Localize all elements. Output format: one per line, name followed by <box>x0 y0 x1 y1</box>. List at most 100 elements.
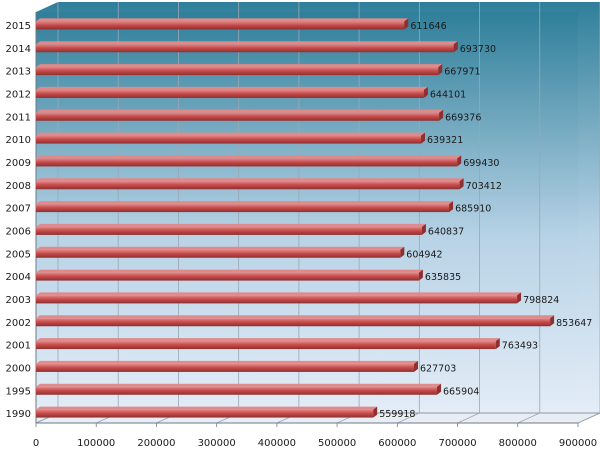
bar-top <box>36 406 378 410</box>
bar-top <box>36 201 454 205</box>
data-label: 798824 <box>523 295 559 306</box>
bar-top <box>36 223 426 227</box>
bar-front <box>36 272 419 281</box>
bar-end <box>418 269 423 281</box>
bar-end <box>404 18 409 30</box>
x-tick-label: 200000 <box>137 438 175 449</box>
bar-top <box>36 246 405 250</box>
plot-area <box>36 12 578 423</box>
data-labels: 611646 693730 667971 644101 669376 639321 6994… <box>379 21 592 420</box>
bar-front <box>36 44 454 53</box>
bar-top <box>36 360 419 364</box>
bar <box>36 178 464 190</box>
category-labels: 2015 2014 2013 2012 2011 2010 2009 2008 2007 2006… <box>6 21 31 420</box>
bar-top <box>36 155 462 159</box>
bar-end <box>421 132 426 144</box>
bar <box>36 155 462 167</box>
data-label: 703412 <box>466 181 502 192</box>
data-label: 693730 <box>460 44 496 55</box>
category-label: 2008 <box>6 181 31 192</box>
bar-end <box>459 178 464 190</box>
category-label: 2001 <box>6 341 31 352</box>
bar <box>36 201 454 213</box>
x-tick-label: 400000 <box>258 438 296 449</box>
bar-top <box>36 178 464 182</box>
bar-front <box>36 204 450 213</box>
gridline-floor <box>457 412 480 424</box>
bar <box>36 246 405 258</box>
x-tick-label: 500000 <box>318 438 356 449</box>
bar-top <box>36 86 428 90</box>
bar-top <box>36 292 522 296</box>
bar-end <box>517 292 522 304</box>
bar-end <box>449 201 454 213</box>
bar-front <box>36 249 401 258</box>
bar-end <box>423 86 428 98</box>
bar-end <box>457 155 462 167</box>
bar-front <box>36 226 422 235</box>
category-label: 2004 <box>6 272 31 283</box>
category-label: 2011 <box>6 112 31 123</box>
bar-end <box>400 246 405 258</box>
bar-front <box>36 295 518 304</box>
bar-end <box>438 64 443 76</box>
data-label: 699430 <box>463 158 499 169</box>
data-label: 685910 <box>455 204 491 215</box>
bar <box>36 223 426 235</box>
data-label: 635835 <box>425 272 461 283</box>
x-tick-label: 100000 <box>77 438 115 449</box>
bar-front <box>36 318 551 327</box>
bar-front <box>36 135 422 144</box>
data-label: 611646 <box>410 21 446 32</box>
bar-front <box>36 386 438 395</box>
bar-end <box>414 360 419 372</box>
category-label: 2012 <box>6 89 31 100</box>
bar-top <box>36 338 500 342</box>
bar <box>36 292 522 304</box>
data-label: 604942 <box>406 249 442 260</box>
category-label: 2006 <box>6 226 31 237</box>
bar-top <box>36 269 423 273</box>
x-tick-label: 300000 <box>198 438 236 449</box>
bar <box>36 41 458 53</box>
data-label: 665904 <box>443 386 479 397</box>
bar-front <box>36 89 424 98</box>
bar-front <box>36 181 460 190</box>
bar-top <box>36 132 426 136</box>
category-label: 1995 <box>6 386 31 397</box>
bar <box>36 383 442 395</box>
category-label: 2005 <box>6 249 31 260</box>
data-label: 640837 <box>428 226 464 237</box>
bar-front <box>36 341 496 350</box>
bars <box>36 18 555 418</box>
data-label: 639321 <box>427 135 463 146</box>
bar <box>36 338 500 350</box>
data-label: 559918 <box>379 409 415 420</box>
gridline-floor <box>577 412 600 424</box>
bar-end <box>437 383 442 395</box>
bar-end <box>439 109 444 121</box>
bar-end <box>373 406 378 418</box>
category-label: 2013 <box>6 67 31 78</box>
bar <box>36 132 426 144</box>
bar <box>36 18 409 30</box>
category-label: 2000 <box>6 363 31 374</box>
category-label: 2015 <box>6 21 31 32</box>
x-tick-labels: 0 100000 200000 300000 400000 500000 600000 700… <box>33 438 597 449</box>
category-label: 2007 <box>6 204 31 215</box>
bar-end <box>421 223 426 235</box>
bar-top <box>36 383 442 387</box>
bar <box>36 360 419 372</box>
bar <box>36 64 443 76</box>
category-label: 2010 <box>6 135 31 146</box>
x-tick-label: 700000 <box>438 438 476 449</box>
data-label: 667971 <box>444 67 480 78</box>
bar-end <box>550 315 555 327</box>
x-tick-label: 800000 <box>499 438 537 449</box>
bar-front <box>36 67 439 76</box>
bar-front <box>36 158 458 167</box>
category-label: 2002 <box>6 318 31 329</box>
data-label: 627703 <box>420 363 456 374</box>
x-tick-label: 0 <box>33 438 39 449</box>
